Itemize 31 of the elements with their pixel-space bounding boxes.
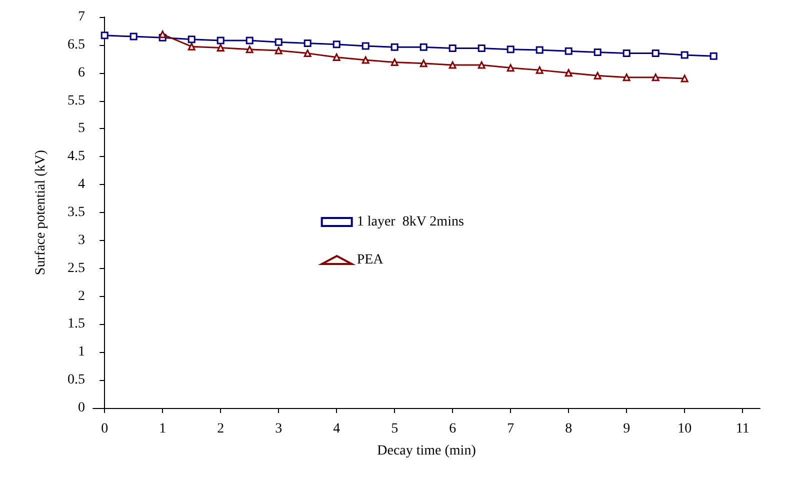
x-tick-label: 7: [507, 422, 514, 436]
x-tick-label: 6: [449, 422, 456, 436]
y-tick-label: 2.5: [68, 260, 85, 276]
y-tick-label: 4.5: [68, 149, 85, 164]
y-tick-label: 1: [78, 344, 85, 360]
y-tick-label: 0.5: [68, 372, 85, 388]
y-tick-label: 4: [78, 177, 85, 192]
y-tick-label: 3: [78, 232, 85, 248]
y-axis-title: Surface potential (kV): [34, 150, 48, 276]
x-tick-label: 4: [333, 422, 340, 436]
x-tick-label: 9: [623, 422, 630, 436]
x-tick-label: 0: [101, 422, 108, 436]
y-tick-label: 5.5: [68, 93, 85, 108]
x-tick-label: 8: [565, 422, 572, 436]
y-tick-label: 7: [78, 10, 85, 24]
y-tick-label: 6: [78, 65, 85, 80]
x-tick-label: 5: [391, 422, 398, 436]
y-tick-label: 2: [78, 288, 85, 304]
y-tick-label: 6.5: [68, 37, 85, 52]
x-tick-label: 1: [159, 422, 166, 436]
legend-label: PEA: [356, 252, 384, 268]
y-tick-label: 1.5: [68, 316, 85, 332]
x-tick-label: 10: [678, 422, 692, 436]
x-tick-label: 11: [736, 422, 750, 436]
y-tick-label: 0: [78, 400, 85, 416]
y-tick-label: 3.5: [68, 205, 85, 220]
y-tick-label: 5: [78, 121, 85, 136]
x-tick-label: 2: [217, 422, 224, 436]
x-tick-label: 3: [275, 422, 282, 436]
legend-label: 1 layer 8kV 2mins: [356, 214, 464, 230]
x-axis-title: Decay time (min): [377, 444, 476, 458]
